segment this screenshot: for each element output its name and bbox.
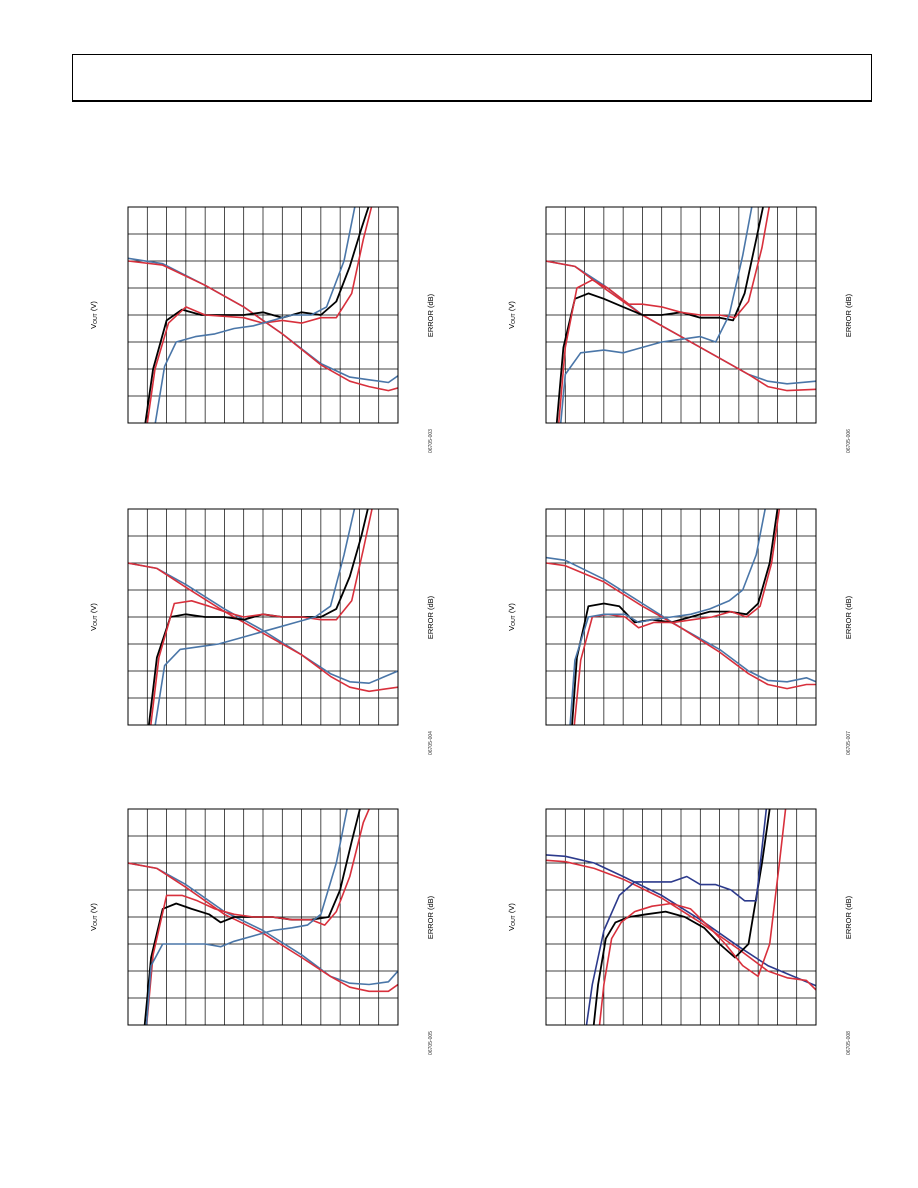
- page-header-box: [72, 54, 872, 102]
- series-line-1: [128, 862, 398, 986]
- series-line-2: [546, 859, 816, 991]
- series-line-5: [145, 809, 348, 1025]
- y2-axis-label: ERROR (dB): [425, 595, 435, 639]
- series-line-1: [546, 556, 816, 683]
- figure-id: 06705-003: [427, 429, 434, 453]
- series-line-4: [145, 809, 370, 1025]
- y2-axis-label: ERROR (dB): [843, 895, 853, 939]
- series-line-2: [128, 862, 398, 993]
- y-axis-label: VOUT (V): [88, 301, 99, 329]
- chart-1: VOUT (V) ERROR (dB) 06705-003: [88, 190, 435, 453]
- chart-svg: [545, 508, 817, 726]
- plot-frame: [545, 206, 817, 424]
- figure-id: 06705-007: [845, 731, 852, 755]
- series-line-5: [154, 509, 356, 725]
- y2-axis-label: ERROR (dB): [843, 293, 853, 337]
- y-axis-label: VOUT (V): [506, 301, 517, 329]
- plot-frame: [545, 808, 817, 1026]
- figure-id: 06705-006: [845, 429, 852, 453]
- grid: [546, 509, 816, 725]
- chart-svg: [545, 206, 817, 424]
- chart-svg: [127, 206, 399, 424]
- series-line-2: [128, 562, 398, 693]
- series-line-2: [546, 260, 816, 392]
- chart-svg: [127, 808, 399, 1026]
- series-line-3: [555, 207, 764, 423]
- series-line-2: [128, 260, 398, 392]
- plot-frame: [545, 508, 817, 726]
- series-line-5: [154, 207, 356, 423]
- series-line-2: [546, 562, 816, 690]
- y-axis-label: VOUT (V): [88, 903, 99, 931]
- series-line-5: [559, 207, 753, 423]
- series-group: [546, 207, 816, 423]
- series-group: [546, 809, 816, 1025]
- chart-5: VOUT (V) ERROR (dB) 06705-005: [88, 792, 435, 1055]
- series-line-3: [144, 207, 370, 423]
- figure-id: 06705-004: [427, 731, 434, 755]
- series-line-4: [150, 509, 373, 725]
- chart-6: VOUT (V) ERROR (dB) 06705-008: [506, 792, 853, 1055]
- chart-4: VOUT (V) ERROR (dB) 06705-007: [506, 492, 853, 755]
- y-axis-label: VOUT (V): [506, 603, 517, 631]
- series-group: [128, 207, 398, 423]
- series-line-1: [546, 854, 816, 987]
- y2-axis-label: ERROR (dB): [425, 895, 435, 939]
- y-axis-label: VOUT (V): [88, 603, 99, 631]
- series-group: [128, 809, 398, 1025]
- series-line-4: [557, 207, 771, 423]
- y-axis-label: VOUT (V): [506, 903, 517, 931]
- plot-frame: [127, 206, 399, 424]
- series-group: [546, 509, 816, 725]
- y2-axis-label: ERROR (dB): [425, 293, 435, 337]
- y2-axis-label: ERROR (dB): [843, 595, 853, 639]
- series-line-3: [143, 809, 361, 1025]
- chart-3: VOUT (V) ERROR (dB) 06705-004: [88, 492, 435, 755]
- chart-2: VOUT (V) ERROR (dB) 06705-006: [506, 190, 853, 453]
- grid: [546, 207, 816, 423]
- series-line-4: [598, 809, 787, 1025]
- chart-svg: [545, 808, 817, 1026]
- plot-frame: [127, 808, 399, 1026]
- plot-frame: [127, 508, 399, 726]
- grid: [128, 207, 398, 423]
- series-group: [128, 509, 398, 725]
- figure-id: 06705-008: [845, 1031, 852, 1055]
- series-line-1: [128, 562, 398, 684]
- chart-svg: [127, 508, 399, 726]
- series-line-5: [585, 809, 768, 1025]
- series-line-5: [569, 509, 766, 725]
- grid: [546, 809, 816, 1025]
- grid: [128, 509, 398, 725]
- figure-id: 06705-005: [427, 1031, 434, 1055]
